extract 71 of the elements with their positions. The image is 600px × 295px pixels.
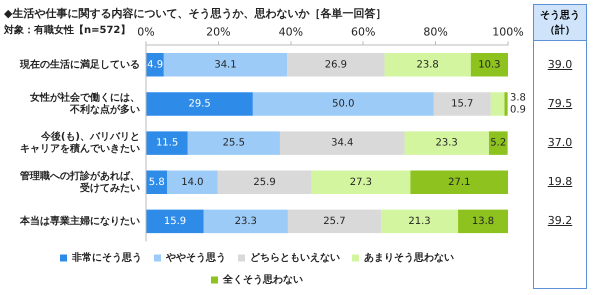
data-label: 27.1 bbox=[448, 176, 470, 188]
legend-label: ややそう思う bbox=[165, 252, 226, 264]
data-label: 14.0 bbox=[181, 176, 204, 188]
y-tick-label: 今後(も)、バリバリとキャリアを積んでいきたい bbox=[20, 130, 140, 155]
x-tick-label: 0% bbox=[137, 25, 155, 38]
y-tick-label: 管理職への打診があれば、受けてみたい bbox=[19, 170, 140, 194]
data-label: 5.2 bbox=[490, 138, 506, 149]
bar bbox=[252, 92, 434, 116]
data-label: 27.3 bbox=[350, 176, 372, 188]
y-tick-label: 女性が社会で働くには、不利な点が多い bbox=[29, 92, 140, 116]
bar bbox=[164, 53, 288, 77]
data-label: 34.4 bbox=[331, 138, 354, 149]
bar bbox=[470, 53, 508, 77]
text: 79.5 bbox=[546, 96, 574, 110]
bar bbox=[146, 92, 253, 116]
bar bbox=[287, 53, 385, 77]
data-label: 3.8 bbox=[510, 92, 526, 104]
bar bbox=[146, 210, 204, 234]
bar bbox=[280, 131, 404, 155]
legend-label: どちらともいえない bbox=[250, 252, 340, 264]
data-label: 11.5 bbox=[156, 138, 178, 149]
bar bbox=[384, 53, 471, 77]
bar bbox=[311, 170, 410, 194]
data-label: 50.0 bbox=[332, 98, 354, 110]
data-label: 15.9 bbox=[164, 216, 186, 228]
data-label: 23.8 bbox=[416, 59, 439, 70]
data-label: 34.1 bbox=[214, 59, 237, 70]
chart-subtitle: 対象：有職女性【n=572】 bbox=[4, 23, 130, 37]
data-label: 29.5 bbox=[188, 98, 211, 110]
bar bbox=[404, 131, 489, 155]
data-label: 23.3 bbox=[234, 216, 257, 228]
x-tick-label: 40% bbox=[278, 25, 304, 38]
y-tick-label: 本当は専業主婦になりたい bbox=[19, 215, 140, 228]
bar bbox=[490, 92, 504, 116]
y-tick-label: 現在の生活に満足している bbox=[19, 58, 140, 70]
text: 39.2 bbox=[546, 214, 574, 228]
text: そう思う（計） bbox=[534, 5, 586, 41]
data-label: 4.9 bbox=[147, 59, 164, 70]
text: 39.0 bbox=[546, 58, 574, 71]
data-label: 23.3 bbox=[436, 138, 458, 149]
bar bbox=[204, 210, 288, 234]
chart-title: ◆生活や仕事に関する内容について、そう思うか、思わないか［各単一回答］ bbox=[4, 6, 386, 21]
bar bbox=[218, 170, 312, 194]
bar bbox=[288, 210, 381, 234]
x-tick-label: 60% bbox=[350, 25, 376, 38]
text: 19.8 bbox=[546, 175, 574, 188]
data-label: 25.9 bbox=[253, 176, 276, 188]
data-label: 25.7 bbox=[323, 216, 346, 228]
legend-label: 全くそう思わない bbox=[222, 274, 303, 286]
text: 37.0 bbox=[546, 136, 574, 150]
x-tick-label: 100% bbox=[492, 25, 524, 38]
data-label: 10.3 bbox=[478, 59, 500, 70]
legend-label: 非常にそう思う bbox=[71, 252, 142, 264]
bar bbox=[410, 170, 508, 194]
bar bbox=[504, 92, 508, 116]
data-label: 21.3 bbox=[408, 216, 431, 228]
x-tick-label: 80% bbox=[423, 25, 448, 38]
data-label: 0.9 bbox=[510, 104, 526, 116]
bar bbox=[166, 170, 218, 194]
data-label: 26.9 bbox=[324, 59, 347, 70]
data-label: 5.8 bbox=[148, 176, 165, 188]
bar bbox=[434, 92, 491, 116]
data-label: 13.8 bbox=[472, 216, 494, 228]
legend-label: あまりそう思わない bbox=[364, 252, 454, 264]
bar bbox=[380, 210, 458, 234]
bar bbox=[146, 131, 188, 155]
x-tick-label: 20% bbox=[206, 25, 231, 38]
data-label: 15.7 bbox=[451, 98, 474, 110]
bar bbox=[188, 131, 280, 155]
data-label: 25.5 bbox=[222, 138, 245, 149]
bar bbox=[458, 210, 508, 234]
